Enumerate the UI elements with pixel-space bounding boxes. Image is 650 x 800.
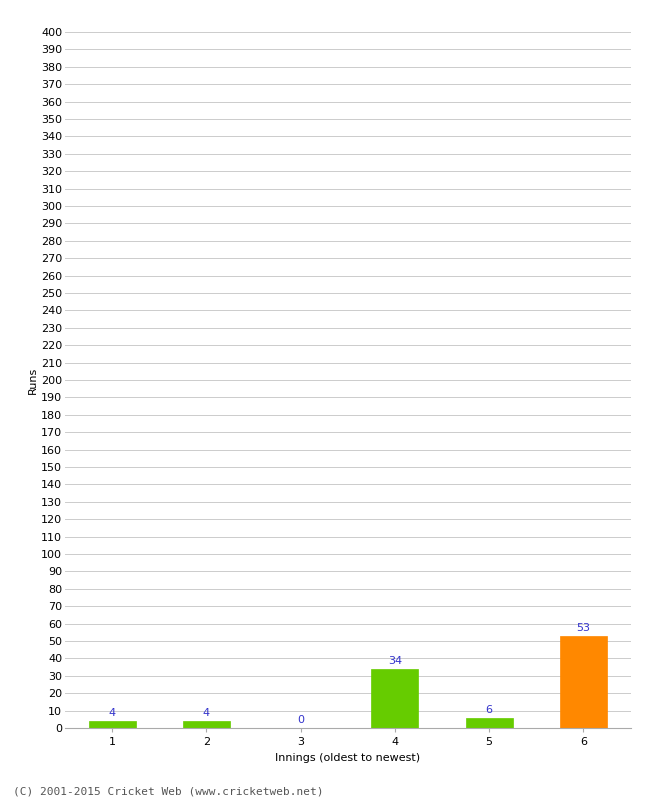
Bar xyxy=(371,669,419,728)
Y-axis label: Runs: Runs xyxy=(28,366,38,394)
Text: 0: 0 xyxy=(297,715,304,726)
Text: 34: 34 xyxy=(388,656,402,666)
Text: 6: 6 xyxy=(486,705,493,715)
Text: 4: 4 xyxy=(203,709,210,718)
Text: 53: 53 xyxy=(577,623,590,633)
Text: (C) 2001-2015 Cricket Web (www.cricketweb.net): (C) 2001-2015 Cricket Web (www.cricketwe… xyxy=(13,786,324,796)
Bar xyxy=(465,718,513,728)
X-axis label: Innings (oldest to newest): Innings (oldest to newest) xyxy=(275,753,421,762)
Bar xyxy=(88,721,136,728)
Bar xyxy=(560,636,607,728)
Text: 4: 4 xyxy=(109,709,116,718)
Bar xyxy=(183,721,230,728)
